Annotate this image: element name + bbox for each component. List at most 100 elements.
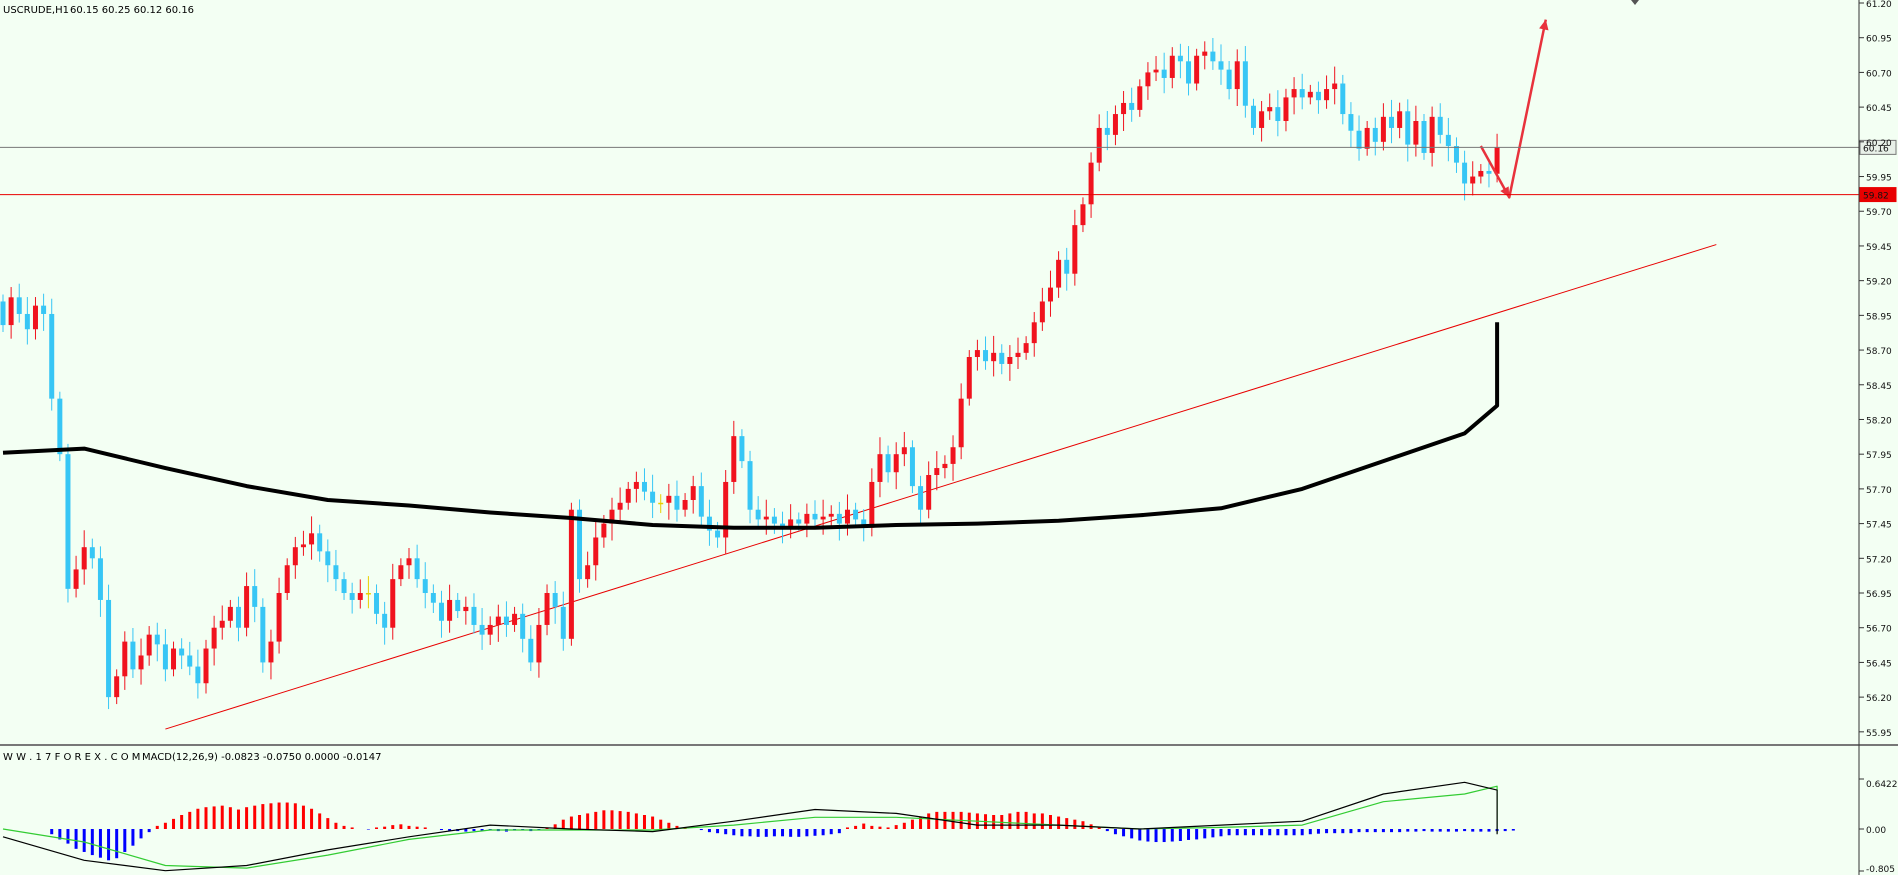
candle <box>999 352 1005 364</box>
candle <box>1202 51 1208 56</box>
candle <box>1397 111 1403 128</box>
candle <box>974 350 980 358</box>
candle <box>1299 89 1305 98</box>
candle <box>463 606 469 612</box>
candle <box>1453 145 1459 163</box>
candle <box>357 593 363 600</box>
candle <box>187 655 193 667</box>
candle <box>788 519 794 527</box>
macd-histogram-layer <box>50 802 1515 861</box>
candle <box>1364 127 1370 149</box>
forecast-arrow-head-up <box>1539 19 1549 31</box>
price-tick-label: 57.20 <box>1866 555 1892 565</box>
candle <box>1015 352 1021 358</box>
candle <box>869 481 875 528</box>
candle <box>828 513 834 517</box>
chart-shift-marker-icon <box>1631 0 1639 5</box>
candle <box>1267 107 1273 112</box>
price-tick-label: 61.20 <box>1866 0 1892 10</box>
candle <box>349 593 355 600</box>
candle <box>211 627 217 649</box>
candle <box>24 313 30 330</box>
moving-average-layer <box>2 322 1500 530</box>
candle <box>1389 116 1395 128</box>
candle <box>1194 55 1200 84</box>
candle <box>1153 69 1159 73</box>
candle <box>16 297 22 314</box>
candle <box>544 593 550 625</box>
candle <box>244 586 250 628</box>
candle <box>1226 69 1232 90</box>
candle <box>1486 170 1492 174</box>
candle <box>57 398 63 455</box>
candle <box>1429 116 1435 153</box>
candle <box>1340 83 1346 115</box>
price-tick-label: 57.70 <box>1866 486 1892 496</box>
macd-panel[interactable] <box>2 781 1515 872</box>
candle <box>1478 170 1484 177</box>
candle <box>455 599 461 612</box>
candle <box>1169 55 1175 78</box>
candle <box>227 606 233 621</box>
candle <box>292 547 298 566</box>
price-panel[interactable]: 60.16 59.82 <box>0 19 1897 730</box>
candle <box>861 519 867 528</box>
candle <box>487 624 493 635</box>
candle <box>755 509 761 520</box>
candle <box>503 616 509 625</box>
candle <box>1072 225 1078 274</box>
candle <box>382 613 388 628</box>
candle <box>893 454 899 473</box>
candle <box>942 463 948 469</box>
candle <box>398 565 404 580</box>
candle <box>1080 204 1086 226</box>
candle <box>1112 114 1118 135</box>
candle <box>414 558 420 580</box>
candle <box>520 613 526 639</box>
candle <box>179 648 185 656</box>
candle <box>374 593 380 614</box>
candle <box>1413 121 1419 145</box>
candle <box>195 666 201 684</box>
candle <box>65 454 71 589</box>
candle <box>909 447 915 487</box>
candle <box>1275 107 1281 122</box>
candle <box>106 599 112 698</box>
candle <box>438 602 444 621</box>
candle <box>1177 55 1183 62</box>
candle <box>593 537 599 566</box>
current-price-text: 60.16 <box>1863 144 1889 154</box>
candle <box>81 547 87 570</box>
candle <box>625 488 631 503</box>
candle <box>804 513 810 524</box>
candle <box>1210 51 1216 62</box>
candle <box>771 516 777 524</box>
macd-main-line <box>2 781 1498 872</box>
candle <box>122 641 128 677</box>
candle <box>114 676 120 698</box>
candle <box>690 486 696 500</box>
candle <box>877 454 883 482</box>
candle <box>853 509 859 520</box>
price-tick-label: 57.95 <box>1866 451 1892 461</box>
candle <box>1186 61 1192 84</box>
candle <box>585 565 591 580</box>
candle <box>1039 301 1045 323</box>
price-tick-label: 56.95 <box>1866 590 1892 600</box>
candle <box>1356 130 1362 149</box>
candle <box>1007 357 1013 364</box>
candle <box>162 644 168 670</box>
candle <box>309 533 315 545</box>
candle <box>203 648 209 684</box>
candle <box>666 495 672 503</box>
candle <box>918 486 924 510</box>
watermark-label: W W . 1 7 F O R E X . C O M <box>3 752 140 763</box>
candle <box>1348 114 1354 131</box>
candle <box>219 620 225 628</box>
candle <box>1405 111 1411 145</box>
candle <box>641 481 647 492</box>
candle <box>317 533 323 552</box>
candle <box>747 461 753 510</box>
price-tick-label: 59.45 <box>1866 243 1892 253</box>
